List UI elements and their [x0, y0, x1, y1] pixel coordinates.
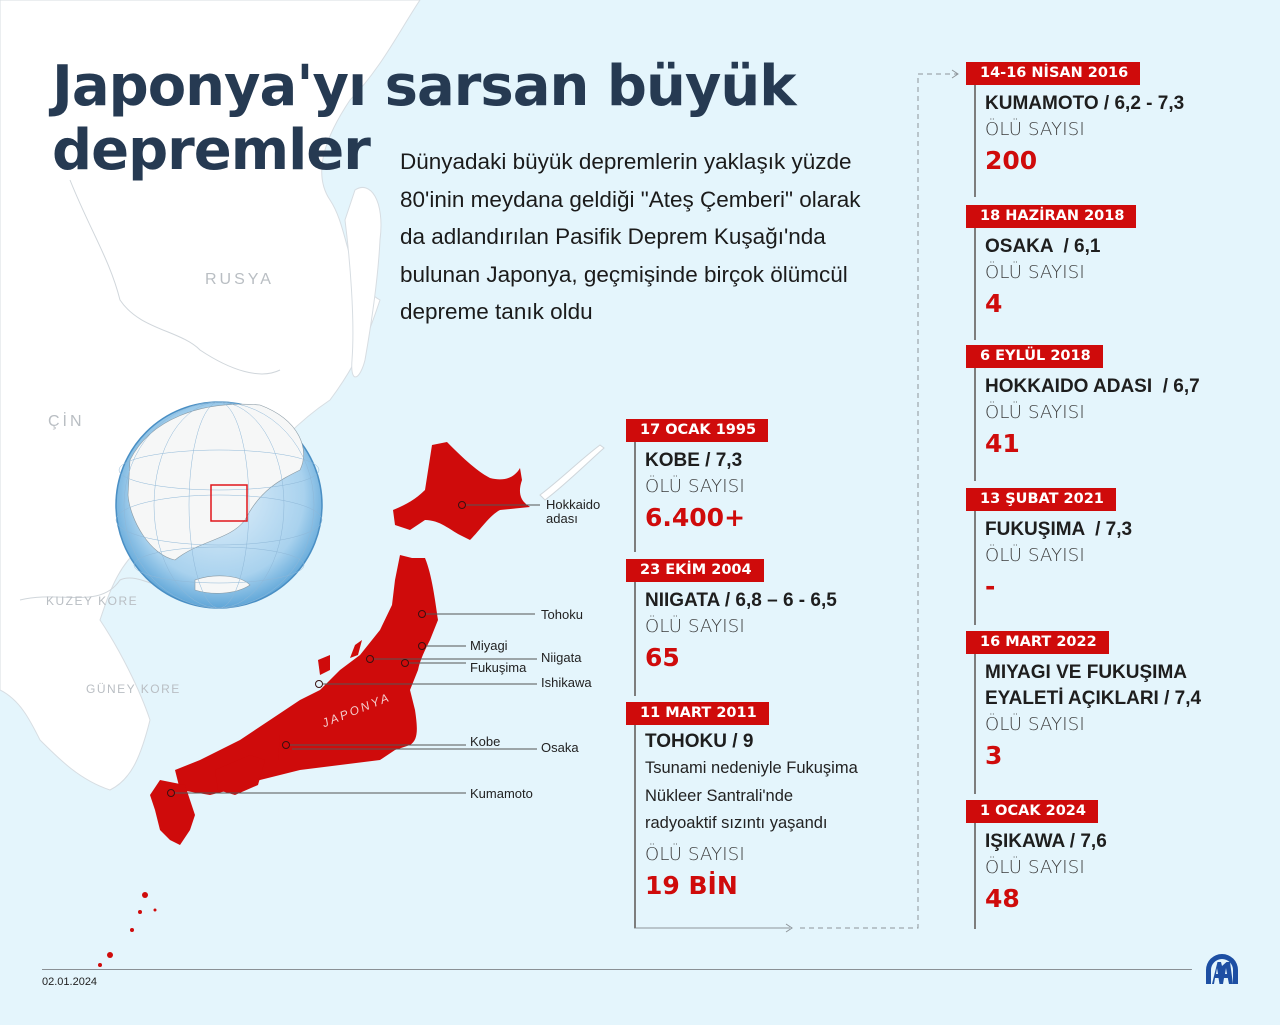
event-niigata-2004: 23 EKİM 2004 NIIGATA / 6,8 – 6 - 6,5 ÖLÜ… [626, 559, 837, 696]
event-date: 18 HAZİRAN 2018 [966, 205, 1137, 228]
map-label-miyagi: Miyagi [470, 638, 508, 653]
map-label-hokkaido: Hokkaido adası [546, 497, 601, 526]
event-kobe-1995: 17 OCAK 1995 KOBE / 7,3 ÖLÜ SAYISI 6.400… [626, 419, 769, 552]
event-place: OSAKA / 6,1 [985, 236, 1101, 257]
event-place: NIIGATA / 6,8 – 6 - 6,5 [645, 590, 837, 611]
label-north-korea: KUZEY KORE [46, 594, 139, 608]
aa-logo-icon [1206, 954, 1238, 984]
map-label-tohoku: Tohoku [541, 607, 583, 622]
death-toll-label: ÖLÜ SAYISI [985, 857, 1085, 878]
death-toll-value: 6.400+ [645, 503, 746, 532]
label-china: ÇİN [48, 413, 85, 430]
death-toll-label: ÖLÜ SAYISI [985, 262, 1085, 283]
footer-date: 02.01.2024 [42, 976, 98, 988]
event-place-line: MIYAGI VE FUKUŞIMA [985, 662, 1187, 683]
event-date: 16 MART 2022 [966, 631, 1109, 654]
event-date: 17 OCAK 1995 [626, 419, 769, 442]
event-kumamoto-2016: 14-16 NİSAN 2016 KUMAMOTO / 6,2 - 7,3 ÖL… [966, 62, 1184, 197]
map-label-kumamoto: Kumamoto [470, 786, 533, 801]
death-toll-label: ÖLÜ SAYISI [985, 402, 1085, 423]
death-toll-value: 4 [985, 289, 1003, 318]
event-date: 23 EKİM 2004 [626, 559, 764, 582]
map-markers [167, 501, 540, 797]
map-label-osaka: Osaka [541, 740, 579, 755]
death-toll-value: 19 BİN [645, 870, 738, 900]
event-date: 6 EYLÜL 2018 [966, 345, 1103, 368]
event-date: 1 OCAK 2024 [966, 800, 1098, 823]
event-note-line: Nükleer Santrali'nde [645, 786, 794, 805]
death-toll-value: 200 [985, 146, 1038, 175]
event-fukushima-2021: 13 ŞUBAT 2021 FUKUŞIMA / 7,3 ÖLÜ SAYISI … [966, 488, 1132, 625]
death-toll-label: ÖLÜ SAYISI [985, 714, 1085, 735]
event-hokkaido-2018: 6 EYLÜL 2018 HOKKAIDO ADASI / 6,7 ÖLÜ SA… [966, 345, 1200, 481]
death-toll-value: 48 [985, 884, 1020, 913]
page-title: Japonya'yı sarsan büyük depremler [52, 54, 796, 183]
death-toll-value: - [985, 572, 996, 601]
event-place: HOKKAIDO ADASI / 6,7 [985, 376, 1200, 397]
death-toll-label: ÖLÜ SAYISI [645, 843, 745, 865]
event-place: TOHOKU / 9 [645, 731, 754, 752]
japan-map [98, 442, 530, 967]
map-label-fukushima: Fukuşima [470, 660, 527, 675]
event-osaka-2018: 18 HAZİRAN 2018 OSAKA / 6,1 ÖLÜ SAYISI 4 [966, 205, 1137, 340]
event-place-line: EYALETİ AÇIKLARI / 7,4 [985, 688, 1202, 709]
label-south-korea: GÜNEY KORE [86, 682, 181, 696]
event-date: 14-16 NİSAN 2016 [966, 62, 1141, 85]
event-place: KOBE / 7,3 [645, 450, 743, 471]
event-place: FUKUŞIMA / 7,3 [985, 519, 1133, 540]
globe-inset [115, 401, 323, 609]
timeline-connectors [634, 69, 959, 933]
death-toll-label: ÖLÜ SAYISI [985, 119, 1085, 140]
intro-text: Dünyadaki büyük depremlerin yaklaşık yüz… [400, 149, 861, 324]
death-toll-value: 3 [985, 741, 1003, 770]
label-russia: RUSYA [205, 271, 274, 288]
footer-divider [42, 969, 1192, 970]
death-toll-value: 41 [985, 429, 1020, 458]
map-label-niigata: Niigata [541, 650, 582, 665]
map-label-ishikawa: Ishikawa [541, 675, 592, 690]
death-toll-label: ÖLÜ SAYISI [985, 545, 1085, 566]
map-label-kobe: Kobe [470, 734, 501, 749]
event-note-line: Tsunami nedeniyle Fukuşima [645, 759, 858, 777]
event-note-line: radyoaktif sızıntı yaşandı [645, 814, 828, 832]
event-tohoku-2011: 11 MART 2011 TOHOKU / 9 Tsunami nedeniyl… [626, 702, 858, 928]
event-ishikawa-2024: 1 OCAK 2024 IŞIKAWA / 7,6 ÖLÜ SAYISI 48 [966, 800, 1107, 929]
event-place: IŞIKAWA / 7,6 [985, 831, 1107, 852]
death-toll-label: ÖLÜ SAYISI [645, 476, 745, 497]
event-place: KUMAMOTO / 6,2 - 7,3 [985, 93, 1185, 114]
death-toll-value: 65 [645, 643, 680, 672]
globe-japan-highlight [210, 484, 248, 522]
event-miyagi-fukushima-2022: 16 MART 2022 MIYAGI VE FUKUŞIMA EYALETİ … [966, 631, 1201, 794]
event-date: 11 MART 2011 [626, 702, 769, 725]
sakhalin [344, 187, 382, 378]
death-toll-label: ÖLÜ SAYISI [645, 616, 745, 637]
event-date: 13 ŞUBAT 2021 [966, 488, 1116, 511]
